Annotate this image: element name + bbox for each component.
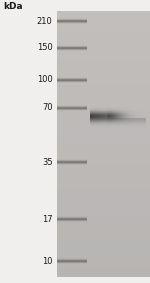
Text: 210: 210	[37, 17, 52, 26]
Text: 70: 70	[42, 103, 52, 112]
Text: kDa: kDa	[3, 1, 23, 10]
Text: 150: 150	[37, 43, 52, 52]
Text: 17: 17	[42, 215, 52, 224]
Text: 100: 100	[37, 75, 52, 84]
Text: 10: 10	[42, 257, 52, 266]
Text: 35: 35	[42, 158, 52, 167]
